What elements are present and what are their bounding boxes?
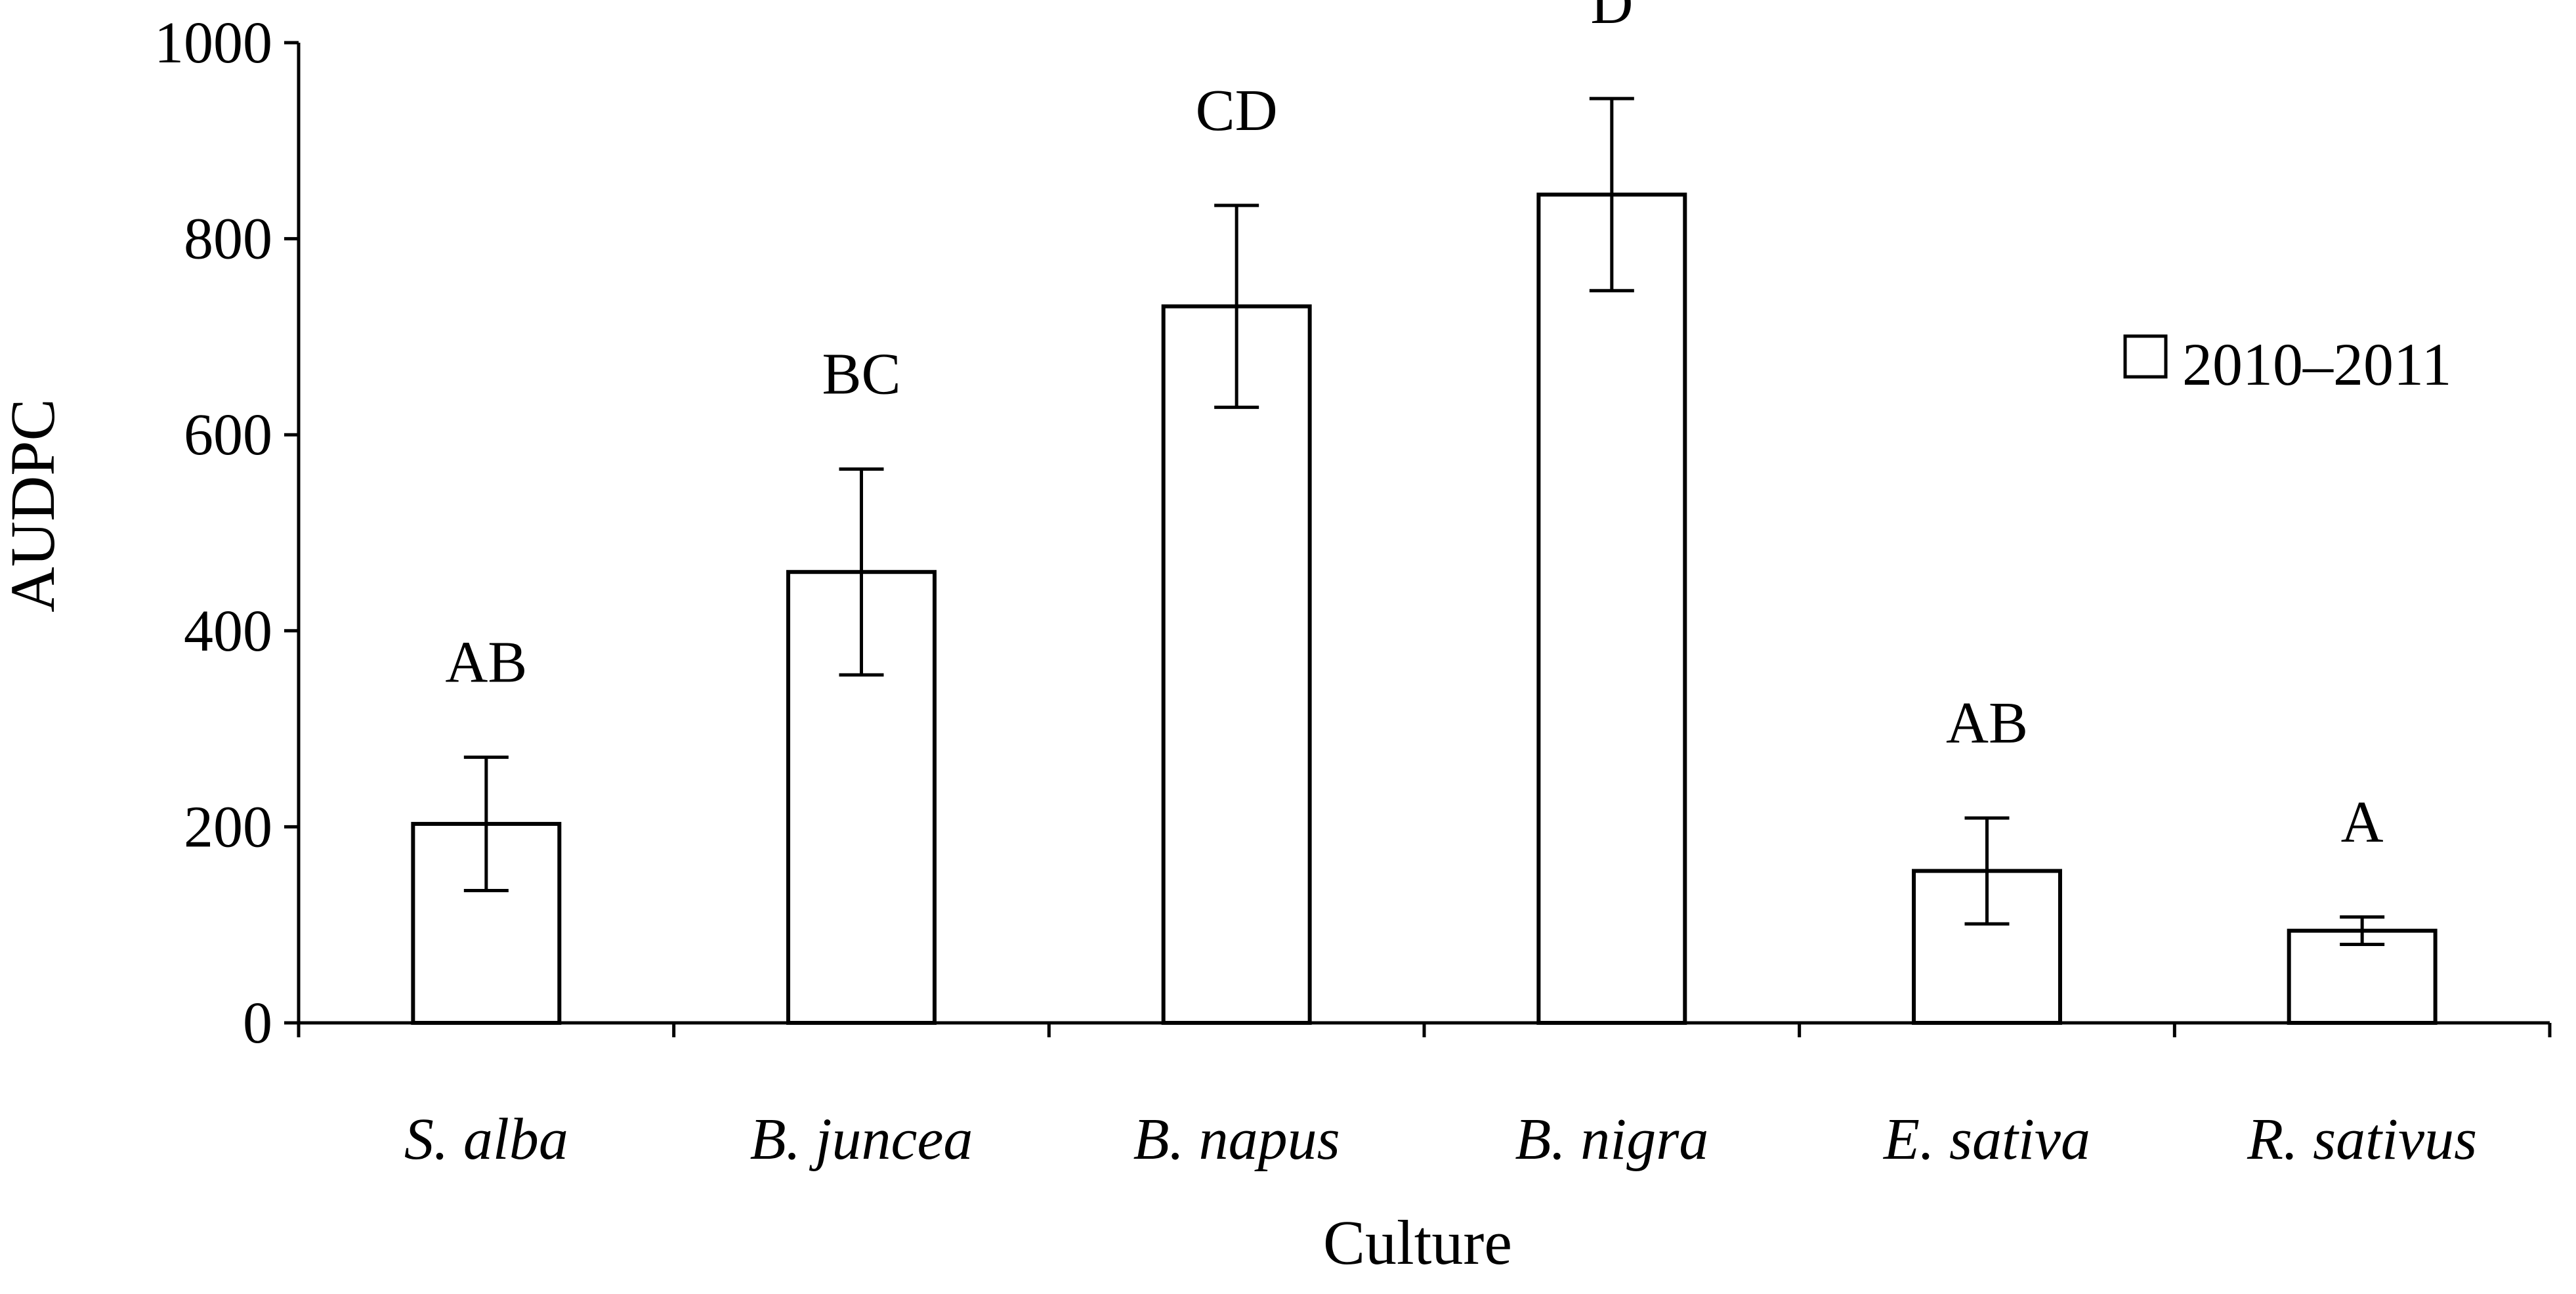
bar [1161, 304, 1312, 1025]
error-bar [1589, 97, 1634, 293]
bars: AB BC CD D AB A [411, 0, 2438, 1025]
x-tick-label: B. juncea [750, 1107, 973, 1172]
x-axis-title: Culture [1323, 1207, 1512, 1278]
x-tick-label: B. napus [1133, 1107, 1340, 1172]
x-tick-label: R. sativus [2247, 1107, 2477, 1172]
error-bar [839, 467, 884, 677]
y-tick-label: 400 [184, 599, 272, 664]
x-axis [297, 1021, 2552, 1037]
y-tick-label: 800 [184, 207, 272, 272]
y-tick-label: 200 [184, 794, 272, 859]
significance-label: BC [822, 341, 900, 406]
significance-label: AB [1946, 691, 2028, 756]
error-bar [463, 755, 509, 892]
y-tick-label: 600 [184, 402, 272, 467]
legend-swatch [2123, 334, 2168, 379]
y-axis-title: AUDPC [0, 399, 68, 612]
significance-label: A [2341, 790, 2384, 855]
significance-label: CD [1196, 78, 1278, 143]
error-bar [1214, 204, 1259, 409]
y-tick-label: 0 [243, 991, 272, 1056]
category-labels: S. alba B. juncea B. napus B. nigra E. sativ… [404, 1107, 2477, 1172]
x-tick-label: S. alba [404, 1107, 568, 1172]
x-tick-label: E. sativa [1882, 1107, 2090, 1172]
significance-label: D [1590, 0, 1633, 36]
y-tick-label: 1000 [154, 11, 272, 75]
bar [1536, 192, 1687, 1025]
x-tick-label: B. nigra [1515, 1107, 1708, 1172]
significance-label: AB [445, 630, 527, 695]
y-axis: 0 200 400 600 800 1000 [154, 11, 301, 1056]
legend: 2010–2011 [2123, 331, 2452, 398]
error-bar [2340, 915, 2385, 947]
error-bar [1964, 816, 2010, 926]
legend-label: 2010–2011 [2182, 331, 2452, 398]
